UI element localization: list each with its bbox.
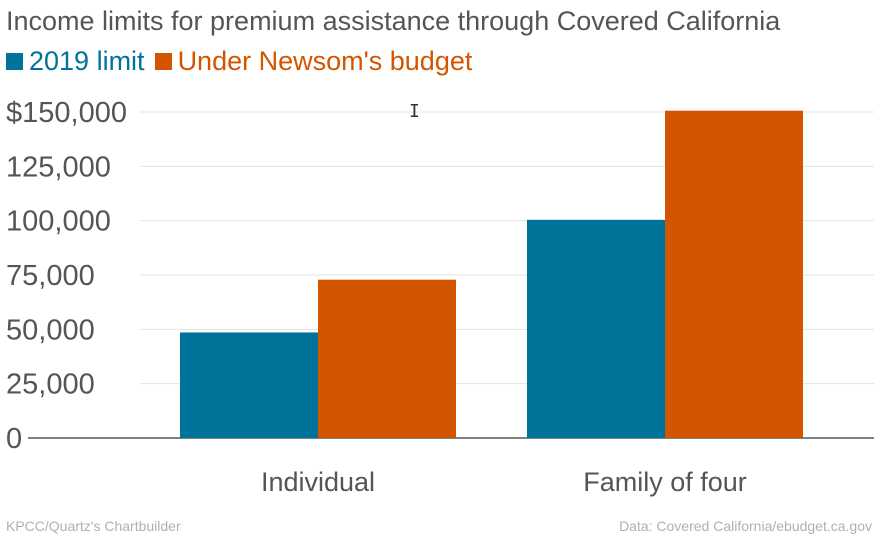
y-tick-label: 125,000	[6, 151, 111, 183]
footer-credit: KPCC/Quartz's Chartbuilder	[6, 518, 181, 534]
bar-newsom-individual	[318, 279, 456, 438]
y-tick-label: 100,000	[6, 206, 111, 238]
legend-swatch-newsom	[154, 53, 172, 70]
legend-label-newsom: Under Newsom's budget	[177, 46, 473, 76]
footer-source: Data: Covered California/ebudget.ca.gov	[619, 518, 872, 534]
x-category-label: Individual	[261, 467, 375, 497]
legend: 2019 limit Under Newsom's budget	[6, 46, 482, 77]
legend-label-2019: 2019 limit	[29, 46, 145, 76]
y-tick-label: 25,000	[6, 369, 95, 401]
y-tick-label: 50,000	[6, 314, 95, 346]
legend-swatch-2019	[6, 53, 23, 70]
legend-item-newsom: Under Newsom's budget	[154, 46, 473, 77]
text-cursor-icon: I	[409, 101, 420, 122]
legend-item-2019: 2019 limit	[6, 46, 145, 77]
bar-2019-individual	[180, 332, 318, 438]
bar-newsom-family	[665, 110, 803, 439]
y-tick-label: 0	[6, 423, 22, 455]
bar-2019-family	[527, 219, 665, 438]
y-tick-label: 75,000	[6, 260, 95, 292]
x-category-label: Family of four	[583, 467, 747, 497]
chart-title: Income limits for premium assistance thr…	[6, 6, 781, 36]
y-tick-label: $150,000	[6, 97, 127, 129]
